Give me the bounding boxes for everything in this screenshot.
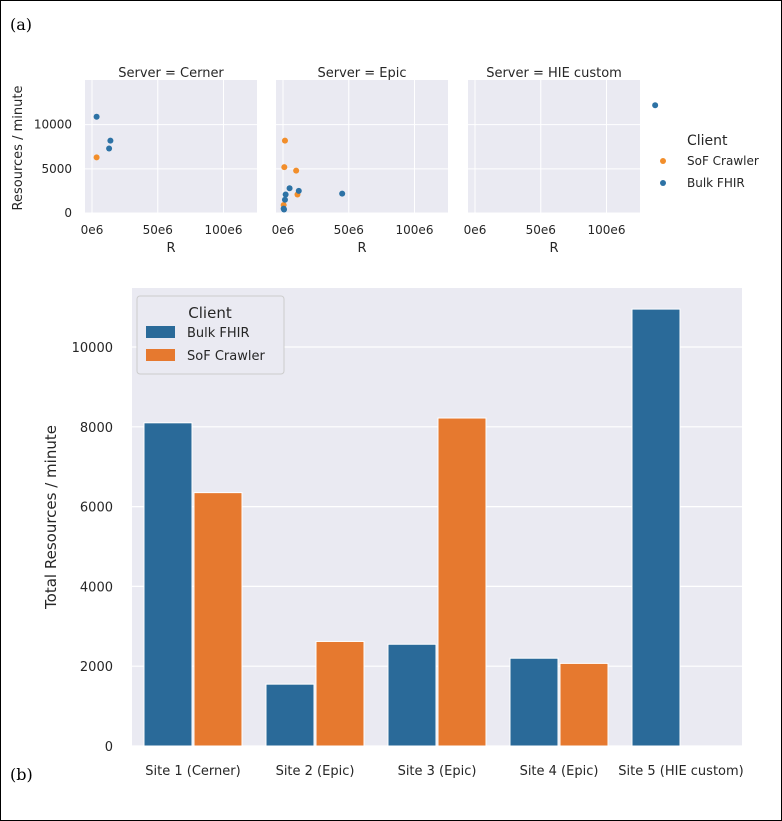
bar-bulk [509,657,559,747]
point-sof [281,137,288,144]
point-sof [293,167,300,174]
facet-3: Server = HIE custom 0e6 50e6 100e6 R [464,66,659,256]
y-tick-label: 4000 [80,580,113,595]
point-bulk [339,190,346,197]
point-sof [281,164,288,171]
y-tick-label: 5000 [41,162,72,176]
x-tick-label: Site 4 (Epic) [520,764,599,779]
x-tick-label: 0e6 [272,223,295,237]
y-axis-label: Total Resources / minute [42,425,60,610]
x-tick-label: 100e6 [588,223,626,237]
bar-sof [437,417,487,747]
facet-2: Server = Epic 0e6 50e6 100e6 R [272,66,448,256]
x-axis-label: R [357,241,366,256]
x-tick-label: Site 5 (HIE custom) [618,764,743,779]
facet-background [276,80,448,213]
legend-title: Client [188,304,232,322]
point-bulk [281,196,288,203]
bar-sof [559,662,609,747]
bar-sof [193,492,243,747]
legend-marker-sof [660,158,666,164]
point-bulk [107,137,114,144]
facet-1: Server = Cerner 0e6 50e6 100e6 R [81,66,257,256]
legend-label-bulk: Bulk FHIR [687,176,745,190]
y-tick-label: 10000 [72,341,113,356]
x-tick-label: 100e6 [396,223,434,237]
x-tick-label: 50e6 [334,223,364,237]
point-sof [93,154,100,161]
y-tick-label: 10000 [34,118,72,132]
facet-background [468,80,640,213]
facet-title: Server = Cerner [118,66,224,81]
y-tick-label: 6000 [80,501,113,516]
y-tick-label: 2000 [80,660,113,675]
legend-label-sof: SoF Crawler [187,349,265,364]
point-bulk [281,206,288,213]
panel-label-a: (a) [10,15,32,34]
panel-label-b: (b) [10,765,33,784]
legend-marker-bulk [660,180,666,186]
y-tick-label: 0 [64,206,72,220]
legend-swatch-sof [146,349,175,361]
legend-swatch-bulk [146,326,175,338]
facet-title: Server = Epic [317,66,406,81]
x-tick-label: Site 3 (Epic) [398,764,477,779]
y-tick-label: 8000 [80,421,113,436]
x-axis-label: R [166,241,175,256]
scatter-legend: Client SoF Crawler Bulk FHIR [660,133,759,190]
legend-label-bulk: Bulk FHIR [187,326,250,341]
x-tick-label: 0e6 [81,223,104,237]
facet-title: Server = HIE custom [486,66,622,81]
x-tick-label: 50e6 [526,223,556,237]
facet-background [85,80,257,213]
bar-bulk [631,308,681,747]
x-tick-label: 0e6 [464,223,487,237]
x-tick-label: Site 2 (Epic) [276,764,355,779]
bar-sof [315,640,365,747]
x-tick-label: 50e6 [143,223,173,237]
point-bulk [93,113,100,120]
legend-label-sof: SoF Crawler [687,154,759,168]
point-bulk [652,102,659,109]
bar-bulk [387,643,437,747]
bar-chart: 0 2000 4000 6000 8000 10000 Total Resources / … [42,288,744,779]
bar-legend: Client Bulk FHIR SoF Crawler [136,295,285,375]
legend-title: Client [687,133,728,149]
point-bulk [106,145,113,152]
x-axis-label: R [549,241,558,256]
x-tick-label: Site 1 (Cerner) [145,764,240,779]
y-tick-label: 0 [105,740,113,755]
y-axis-label: Resources / minute [11,86,26,211]
point-bulk [282,191,289,198]
x-tick-label: 100e6 [205,223,243,237]
bar-bulk [265,683,315,747]
bar-bulk [143,422,193,747]
point-bulk [286,185,293,192]
point-bulk [295,187,302,194]
